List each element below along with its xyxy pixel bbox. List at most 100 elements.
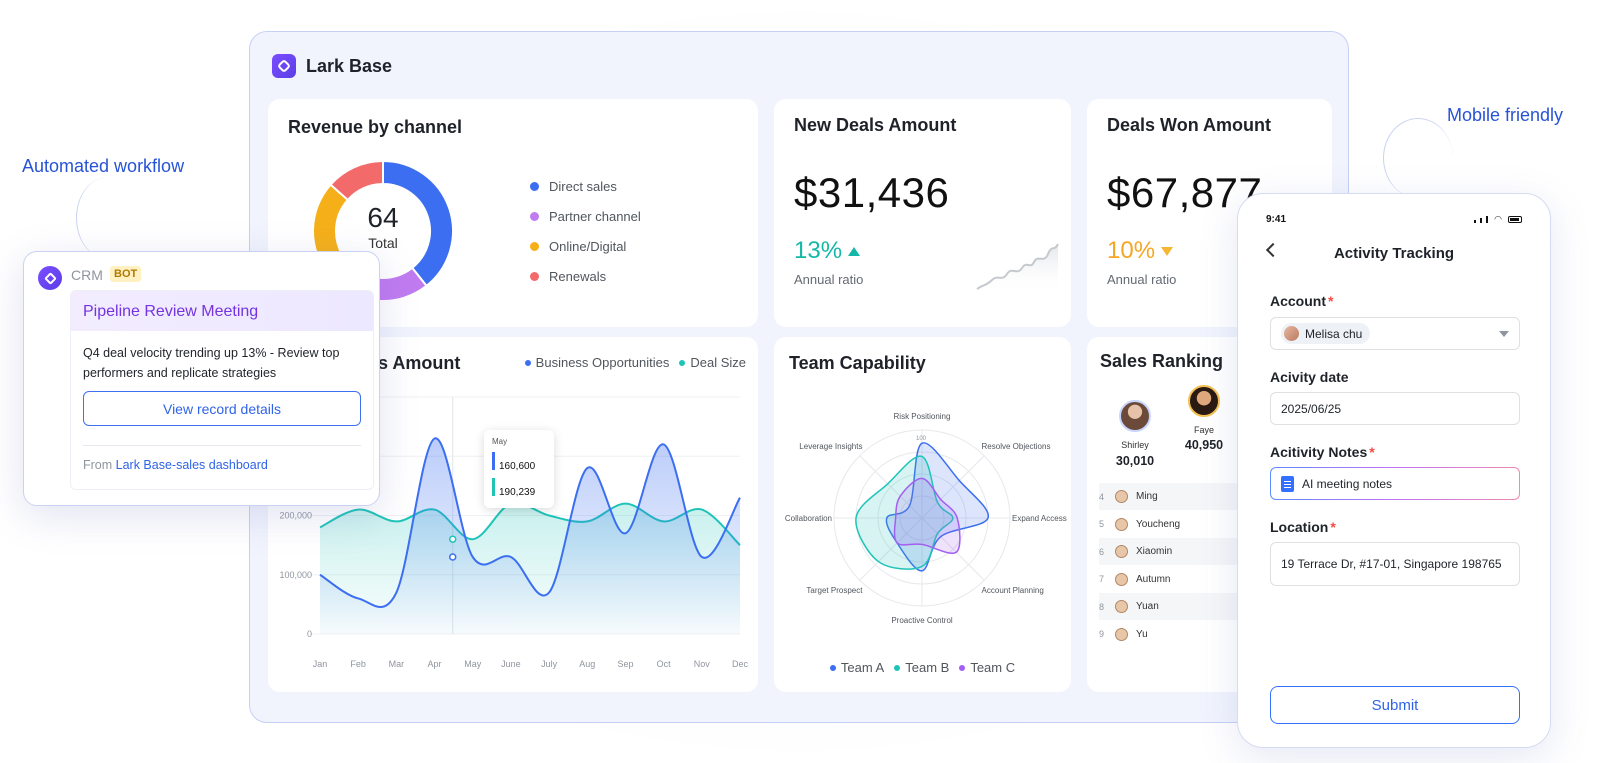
y-tick-label: 100,000 [279, 570, 312, 580]
legend-item[interactable]: Online/Digital [530, 231, 641, 261]
top-rank-value-2: 30,010 [1115, 454, 1155, 468]
location-field[interactable]: 19 Terrace Dr, #17-01, Singapore 198765 [1270, 542, 1520, 586]
legend-label: Partner channel [549, 208, 641, 224]
rank-number: 9 [1099, 629, 1105, 639]
account-label-text: Account [1270, 293, 1326, 309]
legend-label: Direct sales [549, 178, 617, 194]
x-tick-label: Dec [732, 659, 749, 669]
activity-date-field[interactable]: 2025/06/25 [1270, 392, 1520, 425]
trend-up-icon [848, 246, 861, 256]
crm-bot-icon [38, 266, 62, 290]
ranking-row[interactable]: 7 Autumn [1099, 565, 1249, 593]
document-icon [1281, 475, 1294, 492]
avatar [1115, 517, 1128, 531]
radar-axis-label: Resolve Objections [982, 442, 1051, 451]
new-deals-card[interactable]: New Deals Amount $31,436 13% Annual rati… [774, 99, 1071, 327]
hover-point [448, 553, 457, 561]
required-mark: * [1328, 293, 1334, 309]
radar-tick-label: 100 [916, 436, 927, 442]
radar-spoke [921, 517, 985, 581]
legend-item[interactable]: Renewals [530, 261, 641, 291]
date-label: Acivity date [1270, 369, 1349, 385]
avatar-shirley [1119, 400, 1151, 432]
donut-slice-renewals[interactable] [329, 159, 384, 202]
tooltip-value-1: 160,600 [499, 461, 536, 472]
account-select[interactable]: Melisa chu [1270, 317, 1520, 350]
legend-item[interactable]: Partner channel [530, 201, 641, 231]
rank-number: 8 [1099, 601, 1105, 612]
team-capability-radar-chart[interactable]: 100 Risk Positioning Resolve Objections Exp… [774, 382, 1071, 682]
x-tick-label: Feb [350, 659, 366, 669]
radar-axis-label: Collaboration [785, 514, 832, 523]
line-business-opportunities[interactable] [319, 437, 741, 608]
avatar [1115, 627, 1128, 641]
legend-item[interactable]: Deal Size [679, 355, 746, 370]
new-deals-sub: Annual ratio [794, 272, 864, 287]
crm-message-footer: From Lark Base-sales dashboard [83, 445, 361, 472]
signal-bar [1486, 216, 1489, 223]
radar-axis-label: Expand Access [1012, 514, 1067, 523]
activity-notes-field[interactable]: AI meeting notes [1270, 467, 1520, 500]
avatar [1115, 490, 1128, 503]
rank-name: Autumn [1136, 573, 1171, 585]
team-capability-card[interactable]: Team Capability 100 Risk Positioning Resol… [774, 337, 1071, 692]
view-record-details-button[interactable]: View record details [83, 391, 361, 426]
x-tick-label: Jan [313, 659, 328, 669]
sales-amount-title: s Amount [378, 353, 461, 373]
rank-name: Youcheng [1136, 518, 1181, 530]
legend-label: Team C [970, 660, 1016, 675]
legend-dot [679, 359, 686, 366]
dashboard-window: Lark Base Revenue by channel 64 Total Di… [249, 31, 1349, 723]
top-rank-name-2: Shirley [1121, 440, 1149, 450]
submit-button[interactable]: Submit [1270, 686, 1520, 724]
account-label: Account * [1270, 293, 1333, 309]
bot-badge: BOT [110, 266, 142, 282]
chevron-down-icon[interactable] [1499, 330, 1509, 337]
area-business-opportunities [320, 438, 740, 634]
radar-axis-label: Risk Positioning [894, 412, 951, 421]
radar-series-team-a[interactable] [885, 442, 989, 572]
ranking-row[interactable]: 6 Xiaomin [1099, 538, 1249, 565]
rank-number: 4 [1099, 491, 1105, 502]
avatar [1284, 326, 1299, 341]
donut-total-value: 64 [367, 202, 399, 233]
legend-item[interactable]: Team A [829, 660, 885, 675]
deals-won-sub: Annual ratio [1107, 272, 1177, 287]
radar-axis-label: Account Planning [982, 586, 1044, 595]
radar-spoke [859, 455, 923, 519]
rank-name: Yuan [1136, 601, 1159, 612]
radar-series-team-c[interactable] [893, 477, 961, 554]
new-deals-title: New Deals Amount [794, 115, 957, 135]
ranking-list: 4 Ming 5 Youcheng 6 Xiaomin 7 Autumn 8 Yuan 9 Yu [1087, 483, 1249, 648]
lark-base-logo-icon [272, 54, 296, 78]
ranking-row[interactable]: 8 Yuan [1099, 593, 1249, 620]
signal-bar [1480, 218, 1483, 223]
y-tick-label: 200,000 [279, 511, 312, 521]
mobile-phone-frame: 9:41 ◠ Activity Tracking Account * Melisa… [1237, 193, 1551, 748]
mobile-friendly-callout: Mobile friendly [1447, 105, 1564, 125]
ranking-row[interactable]: 4 Ming [1099, 483, 1249, 510]
crm-bot-card: CRM BOT Pipeline Review Meeting Q4 deal … [23, 251, 380, 506]
x-tick-label: June [501, 659, 521, 669]
legend-item[interactable]: Direct sales [530, 171, 641, 201]
sales-amount-line-chart[interactable]: 0 100,000 200,000 Jan Feb Mar Apr May June July Au… [268, 337, 758, 692]
ranking-row[interactable]: 9 Yu [1099, 620, 1249, 648]
new-deals-amount: $31,436 [794, 169, 950, 216]
rank-name: Ming [1136, 491, 1158, 502]
ranking-row[interactable]: 5 Youcheng [1099, 510, 1249, 538]
legend-label: Team A [840, 660, 885, 675]
legend-dot [894, 664, 901, 671]
legend-item[interactable]: Team C [959, 660, 1015, 675]
sales-amount-legend: Business Opportunities Deal Size [524, 355, 746, 370]
radar-series-team-b[interactable] [855, 455, 954, 570]
dashboard-link[interactable]: Lark Base-sales dashboard [115, 458, 268, 472]
notes-label-text: Acitivity Notes [1270, 444, 1368, 460]
dashboard-header: Lark Base [272, 54, 392, 78]
rank-number: 7 [1099, 574, 1105, 584]
legend-item[interactable]: Team B [894, 660, 949, 675]
from-prefix: From [83, 458, 116, 472]
sales-amount-card[interactable]: s Amount Business Opportunities Deal Size… [268, 337, 758, 692]
chart-tooltip: May 160,600 190,239 [484, 430, 554, 508]
legend-item[interactable]: Business Opportunities [524, 355, 669, 370]
tooltip-month: May [492, 437, 508, 446]
